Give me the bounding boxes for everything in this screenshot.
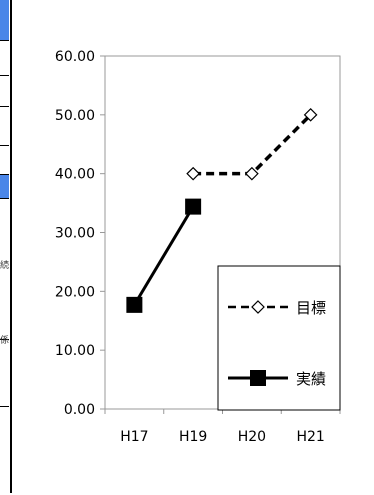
x-tick-label: H17 (120, 429, 148, 445)
x-tick-label: H20 (238, 429, 266, 445)
table-cell (0, 199, 9, 340)
series-layer (126, 107, 318, 313)
x-axis: H17 H19 H20 H21 (104, 409, 341, 445)
y-axis: 0.00 10.00 20.00 30.00 40.00 50.00 60.00 (55, 49, 341, 418)
data-point-actual (185, 198, 202, 215)
legend-box (217, 265, 341, 411)
table-cell (0, 146, 9, 175)
x-tick-label: H19 (179, 429, 207, 445)
y-tick-label: 60.00 (55, 49, 95, 65)
y-tick-label: 30.00 (55, 226, 95, 242)
legend-label: 目標 (296, 299, 326, 317)
y-tick-label: 0.00 (64, 402, 95, 418)
y-tick-label: 20.00 (55, 284, 95, 300)
table-cell-blue (0, 0, 9, 41)
data-point-actual (126, 296, 143, 313)
y-tick-label: 10.00 (55, 343, 95, 359)
y-tick-label: 50.00 (55, 108, 95, 124)
truncated-text: 係 (0, 336, 10, 346)
chart-frame: 0.00 10.00 20.00 30.00 40.00 50.00 60.00 H17 H1… (10, 0, 374, 493)
series-line-actual (133, 205, 195, 306)
truncated-text: 続 (0, 261, 10, 271)
legend-marker (250, 370, 266, 386)
data-point-target (303, 107, 318, 122)
table-cell (0, 76, 9, 107)
left-table-edge: 続 係 (0, 0, 10, 495)
x-tick-label: H21 (296, 429, 324, 445)
series-line-target (193, 113, 312, 176)
legend-label: 実績 (296, 370, 326, 388)
data-point-target (245, 166, 259, 181)
table-cell-blue (0, 175, 9, 199)
y-tick-label: 40.00 (55, 167, 95, 183)
table-cell (0, 107, 9, 146)
table-cell (0, 340, 9, 407)
data-point-target (186, 166, 200, 181)
table-cell (0, 41, 9, 76)
legend-marker (251, 300, 265, 314)
